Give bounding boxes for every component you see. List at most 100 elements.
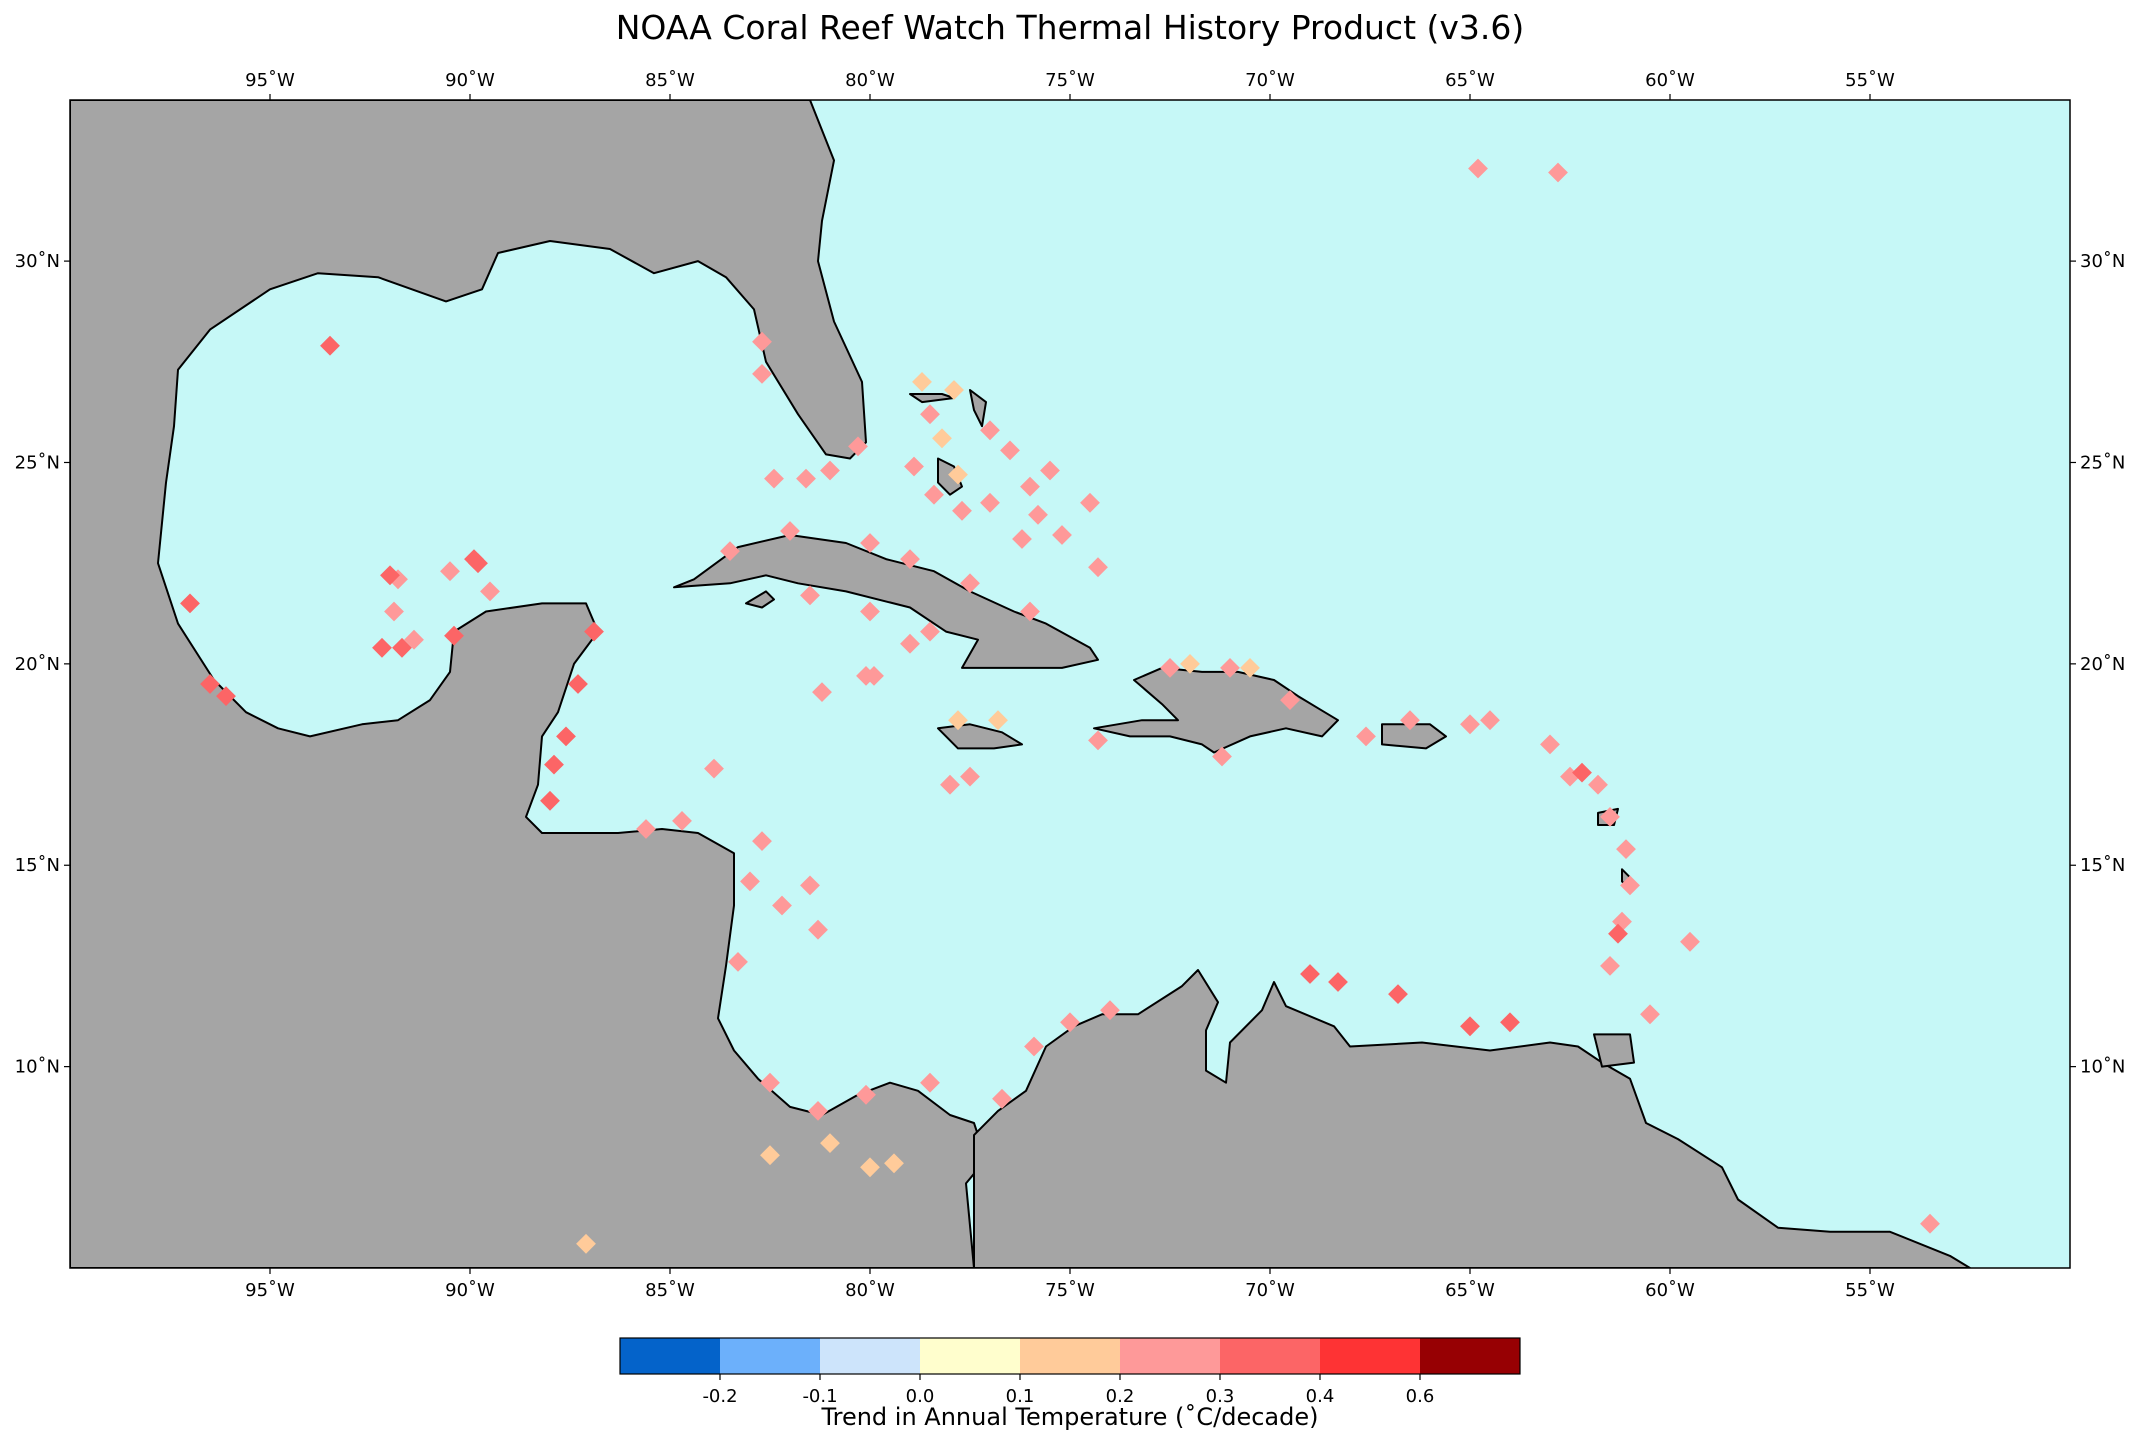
reef-cell xyxy=(952,500,972,521)
lon-tick-label-top: 95˚W xyxy=(245,70,295,91)
reef-cell xyxy=(884,1153,904,1174)
reef-cell xyxy=(1640,1004,1660,1025)
reef-cell xyxy=(1480,710,1500,731)
reef-cell xyxy=(1920,1213,1940,1234)
reef-cell xyxy=(1280,690,1300,710)
colorbar-tick-label: 0.1 xyxy=(1006,1386,1035,1407)
reef-cell xyxy=(1024,1036,1044,1057)
reef-cell xyxy=(764,468,784,489)
reef-cell xyxy=(760,1145,780,1166)
reef-cell xyxy=(800,875,820,896)
land-abaco xyxy=(969,389,987,428)
reef-cell xyxy=(568,674,588,694)
reef-cell xyxy=(1220,658,1240,678)
lon-tick-label-top: 85˚W xyxy=(645,70,695,91)
colorbar-tick-label: 0.4 xyxy=(1306,1386,1335,1407)
axis-ticks: 95˚W 95˚W 90˚W 90˚W 85˚W 85˚W 80˚W 80˚W 75˚W 75˚W… xyxy=(15,70,2126,1301)
reef-cell xyxy=(1052,525,1072,545)
reef-cell xyxy=(1240,658,1260,678)
reef-cell xyxy=(1212,746,1232,767)
land-andros xyxy=(937,457,963,496)
reef-cell xyxy=(912,372,932,392)
lon-tick-label-bottom: 75˚W xyxy=(1045,1280,1095,1301)
reef-cell xyxy=(1588,774,1608,795)
reef-cell xyxy=(1460,1016,1480,1037)
lon-tick-label-top: 80˚W xyxy=(845,70,895,91)
reef-cell xyxy=(576,1233,596,1254)
reef-cell xyxy=(900,549,920,569)
reef-cell xyxy=(1616,839,1636,859)
reef-cell xyxy=(864,666,884,686)
reef-cell xyxy=(904,456,924,477)
reef-cell xyxy=(948,464,968,485)
reef-cell xyxy=(704,758,724,779)
reef-cell xyxy=(920,621,940,642)
reef-cell xyxy=(960,766,980,787)
reef-cell xyxy=(980,492,1000,513)
reef-cell xyxy=(1028,504,1048,525)
reef-cell xyxy=(556,726,576,747)
reef-cell xyxy=(440,561,460,582)
land-isla-de-la-juventud xyxy=(745,590,775,609)
lon-tick-label-top: 60˚W xyxy=(1645,70,1695,91)
reef-cell xyxy=(992,1088,1012,1109)
lon-tick-label-top: 75˚W xyxy=(1045,70,1095,91)
reef-cell xyxy=(772,895,792,916)
reef-cell xyxy=(856,1084,876,1105)
reef-cell xyxy=(1548,162,1568,183)
reef-cell xyxy=(1680,931,1700,952)
reef-cell xyxy=(812,682,832,702)
reef-cell xyxy=(1012,529,1032,549)
reef-cell xyxy=(820,1133,840,1153)
land-hispaniola xyxy=(1093,666,1339,754)
map-title: NOAA Coral Reef Watch Thermal History Pr… xyxy=(615,8,1525,47)
reef-cell xyxy=(760,1072,780,1093)
reef-cell xyxy=(944,380,964,400)
colorbar-tick-label: 0.0 xyxy=(906,1386,935,1407)
land-south-america xyxy=(973,969,1971,1268)
lat-tick-label-right: 15˚N xyxy=(2080,855,2125,876)
colorbar-bin xyxy=(1120,1338,1221,1374)
reef-cell xyxy=(1088,730,1108,751)
colorbar-bin xyxy=(620,1338,721,1374)
reef-cell xyxy=(960,573,980,594)
lat-tick-label-right: 25˚N xyxy=(2080,452,2125,473)
reef-cell xyxy=(808,919,828,940)
reef-cell xyxy=(948,710,968,731)
colorbar-bin xyxy=(1020,1338,1121,1374)
colorbar-bin xyxy=(720,1338,821,1374)
reef-cell xyxy=(1088,557,1108,578)
reef-cell xyxy=(932,428,952,449)
colorbar-frame xyxy=(619,1337,1521,1375)
lat-tick-label-left: 20˚N xyxy=(15,654,60,675)
reef-cell xyxy=(1468,158,1488,179)
reef-cell xyxy=(372,637,392,658)
reef-cell xyxy=(584,621,604,642)
reef-cell xyxy=(1300,964,1320,984)
lat-tick-label-left: 30˚N xyxy=(15,251,60,272)
reef-cell xyxy=(1100,1000,1120,1021)
reef-cell xyxy=(740,871,760,892)
reef-cell xyxy=(1600,807,1620,827)
land-puerto-rico xyxy=(1381,723,1447,750)
lon-tick-label-top: 55˚W xyxy=(1845,70,1895,91)
reef-cell xyxy=(1080,492,1100,513)
reef-cell xyxy=(796,468,816,489)
reef-cell xyxy=(1000,440,1020,461)
reef-cell xyxy=(780,521,800,541)
reef-cell xyxy=(920,1072,940,1093)
reef-cell xyxy=(444,625,464,646)
lat-tick-label-right: 10˚N xyxy=(2080,1057,2125,1078)
reef-cell xyxy=(808,1101,828,1121)
reef-cell xyxy=(752,831,772,851)
reef-cell xyxy=(636,819,656,839)
reef-cell xyxy=(1356,726,1376,747)
reef-cell xyxy=(752,331,772,352)
reef-cell xyxy=(848,436,868,457)
reef-cell xyxy=(1040,460,1060,481)
reef-cell xyxy=(1600,956,1620,976)
reef-cell xyxy=(860,601,880,622)
lon-tick-label-bottom: 55˚W xyxy=(1845,1280,1895,1301)
reef-cell xyxy=(672,811,692,831)
